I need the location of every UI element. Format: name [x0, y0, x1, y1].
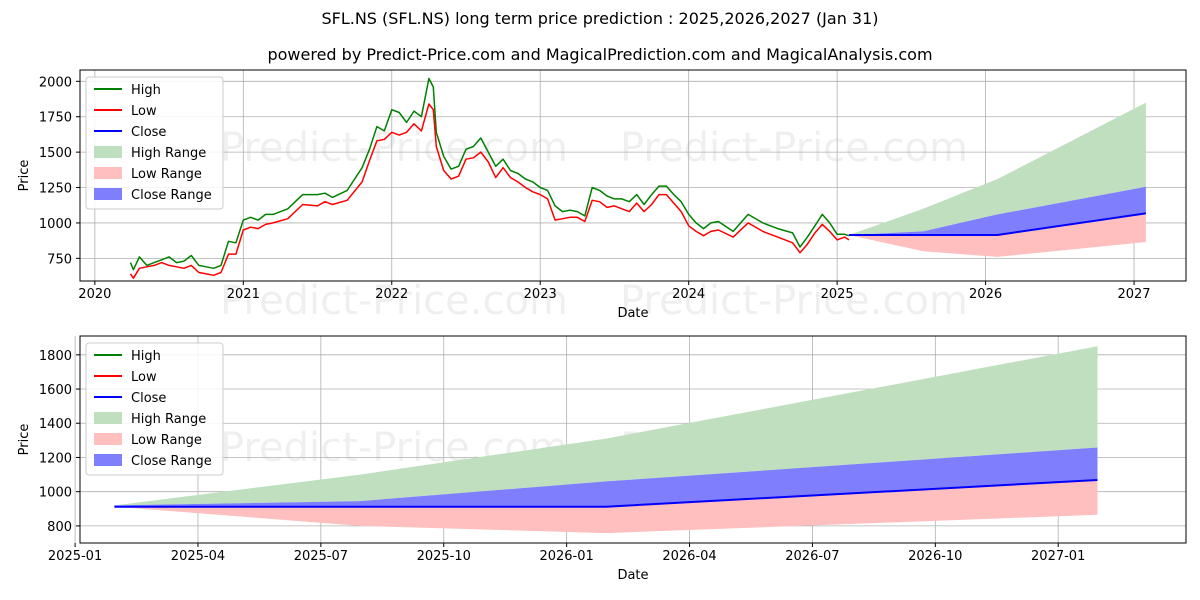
- x-tick-label: 2027: [1117, 287, 1150, 302]
- x-axis-label: Date: [617, 306, 648, 321]
- legend-entry: Low: [131, 370, 157, 385]
- y-axis-label: Price: [17, 424, 32, 456]
- legend-swatch: [94, 454, 122, 466]
- x-tick-label: 2025-04: [171, 549, 225, 564]
- legend-entry: High: [131, 83, 161, 98]
- close-range-band: [849, 186, 1146, 235]
- x-tick-label: 2027-01: [1031, 549, 1085, 564]
- y-tick-label: 1400: [39, 417, 72, 432]
- low-range-band: [114, 480, 1098, 534]
- y-tick-label: 1600: [39, 383, 72, 398]
- y-tick-label: 1200: [39, 451, 72, 466]
- high-series-line: [129, 77, 850, 271]
- x-axis-label: Date: [617, 568, 648, 583]
- legend-entry: High Range: [131, 412, 206, 427]
- y-tick-label: 1800: [39, 349, 72, 364]
- legend-entry: Close Range: [131, 454, 212, 469]
- close-range-band: [114, 447, 1098, 507]
- x-tick-label: 2024: [672, 287, 705, 302]
- x-tick-label: 2026-10: [908, 549, 962, 564]
- y-tick-label: 2000: [39, 75, 72, 90]
- legend-entry: Low: [131, 104, 157, 119]
- chart-title: SFL.NS (SFL.NS) long term price predicti…: [321, 9, 879, 28]
- plot-frame: [79, 69, 1187, 282]
- x-tick-label: 2020: [78, 287, 111, 302]
- legend-swatch: [94, 188, 122, 200]
- legend-entry: Low Range: [131, 433, 202, 448]
- chart-subtitle: powered by Predict-Price.com and Magical…: [267, 45, 933, 64]
- plot-frame: [79, 335, 1187, 544]
- legend-swatch: [94, 412, 122, 424]
- x-tick-label: 2025: [821, 287, 854, 302]
- x-tick-label: 2026: [969, 287, 1002, 302]
- legend-entry: Close Range: [131, 188, 212, 203]
- legend-swatch: [94, 167, 122, 179]
- plot-area: [129, 77, 1147, 279]
- legend-entry: High Range: [131, 146, 206, 161]
- close-series-line: [849, 212, 1147, 236]
- y-tick-label: 750: [47, 252, 72, 267]
- close-series-line: [114, 479, 1098, 508]
- x-tick-label: 2022: [375, 287, 408, 302]
- y-tick-label: 800: [47, 520, 72, 535]
- high-range-band: [849, 102, 1146, 235]
- x-tick-label: 2023: [524, 287, 557, 302]
- plot-area: [114, 346, 1098, 534]
- y-axis-label: Price: [17, 160, 32, 192]
- y-tick-label: 1000: [39, 486, 72, 501]
- x-tick-label: 2025-07: [294, 549, 348, 564]
- legend-swatch: [94, 146, 122, 158]
- legend-entry: Low Range: [131, 167, 202, 182]
- y-tick-label: 1500: [39, 146, 72, 161]
- y-tick-label: 1750: [39, 111, 72, 126]
- low-series-line: [129, 103, 850, 279]
- x-tick-label: 2026-07: [785, 549, 839, 564]
- y-tick-label: 1250: [39, 182, 72, 197]
- x-tick-label: 2026-01: [539, 549, 593, 564]
- x-tick-label: 2021: [227, 287, 260, 302]
- legend-entry: High: [131, 349, 161, 364]
- x-tick-label: 2025-01: [48, 549, 102, 564]
- y-tick-label: 1000: [39, 217, 72, 232]
- legend-entry: Close: [131, 125, 166, 140]
- legend-entry: Close: [131, 391, 166, 406]
- x-tick-label: 2025-10: [417, 549, 471, 564]
- high-range-band: [114, 346, 1098, 506]
- x-tick-label: 2026-04: [662, 549, 716, 564]
- legend-swatch: [94, 433, 122, 445]
